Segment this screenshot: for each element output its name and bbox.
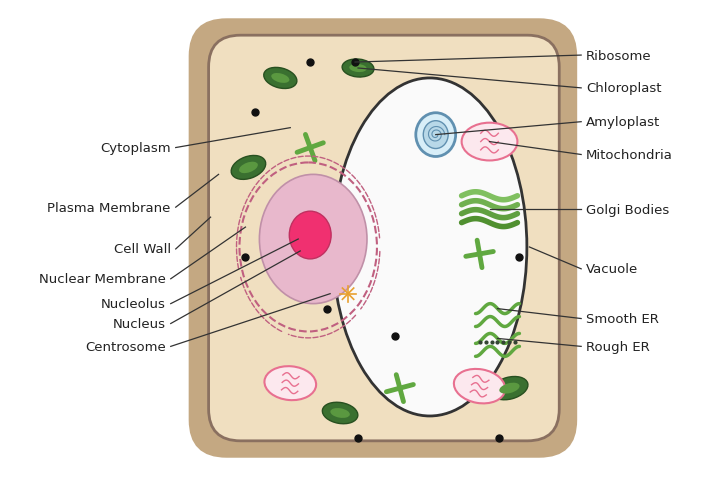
Text: Ribosome: Ribosome xyxy=(586,49,652,62)
Ellipse shape xyxy=(232,156,266,180)
Text: Golgi Bodies: Golgi Bodies xyxy=(586,203,670,216)
Text: Amyloplast: Amyloplast xyxy=(586,116,660,129)
Ellipse shape xyxy=(462,123,518,161)
Text: Nucleolus: Nucleolus xyxy=(101,298,166,311)
Ellipse shape xyxy=(272,74,290,84)
FancyBboxPatch shape xyxy=(209,36,559,441)
Text: Centrosome: Centrosome xyxy=(85,340,166,353)
Ellipse shape xyxy=(423,121,448,149)
Ellipse shape xyxy=(349,65,367,73)
Text: Plasma Membrane: Plasma Membrane xyxy=(47,201,171,214)
Text: Nucleus: Nucleus xyxy=(113,317,166,330)
Text: Nuclear Membrane: Nuclear Membrane xyxy=(39,273,166,286)
Ellipse shape xyxy=(499,383,520,394)
Ellipse shape xyxy=(331,408,350,418)
Ellipse shape xyxy=(259,175,367,304)
Text: Cell Wall: Cell Wall xyxy=(114,243,171,256)
Ellipse shape xyxy=(491,377,528,400)
Ellipse shape xyxy=(289,212,331,259)
Ellipse shape xyxy=(264,68,297,89)
Ellipse shape xyxy=(333,79,527,416)
Ellipse shape xyxy=(264,366,316,400)
Text: Mitochondria: Mitochondria xyxy=(586,149,673,162)
Ellipse shape xyxy=(454,369,505,404)
Text: Chloroplast: Chloroplast xyxy=(586,82,662,95)
Ellipse shape xyxy=(239,162,258,174)
Ellipse shape xyxy=(323,402,358,424)
Text: Rough ER: Rough ER xyxy=(586,340,650,353)
Ellipse shape xyxy=(342,60,374,78)
Ellipse shape xyxy=(416,113,456,157)
FancyBboxPatch shape xyxy=(189,19,577,458)
Text: Vacuole: Vacuole xyxy=(586,263,638,276)
Text: Cytoplasm: Cytoplasm xyxy=(100,142,171,155)
Text: Smooth ER: Smooth ER xyxy=(586,312,659,325)
